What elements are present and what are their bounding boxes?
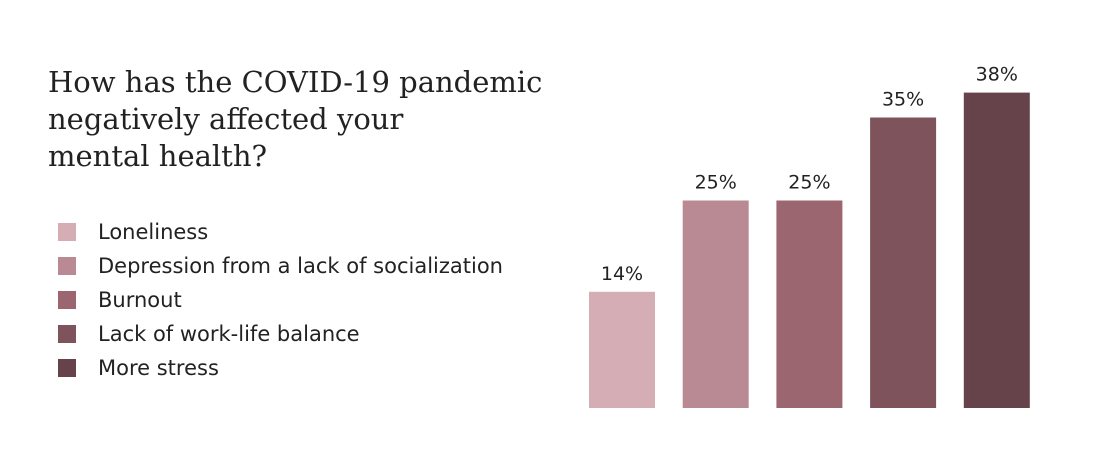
legend-swatch-loneliness <box>58 223 76 241</box>
bar-value-label-depression: 25% <box>695 172 737 194</box>
legend-swatch-burnout <box>58 291 76 309</box>
bar-more-stress <box>963 92 1030 408</box>
legend-label-more-stress: More stress <box>98 356 219 380</box>
legend-swatch-depression <box>58 257 76 275</box>
bar-work-life-balance <box>870 117 937 408</box>
legend-swatch-more-stress <box>58 359 76 377</box>
bar-burnout <box>776 200 843 408</box>
legend-label-work-life-balance: Lack of work-life balance <box>98 322 360 346</box>
bar-value-label-more-stress: 38% <box>976 64 1018 86</box>
legend-item-depression: Depression from a lack of socialization <box>58 249 503 283</box>
chart-legend: Loneliness Depression from a lack of soc… <box>58 215 503 385</box>
legend-label-depression: Depression from a lack of socialization <box>98 254 503 278</box>
legend-item-burnout: Burnout <box>58 283 503 317</box>
chart-title-line-2: negatively affected your <box>48 102 404 136</box>
legend-label-burnout: Burnout <box>98 288 182 312</box>
legend-item-loneliness: Loneliness <box>58 215 503 249</box>
legend-swatch-work-life-balance <box>58 325 76 343</box>
bar-loneliness <box>589 291 655 408</box>
legend-item-more-stress: More stress <box>58 351 503 385</box>
legend-item-work-life-balance: Lack of work-life balance <box>58 317 503 351</box>
bar-depression <box>682 200 749 408</box>
bar-value-label-burnout: 25% <box>788 172 830 194</box>
chart-title-line-1: How has the COVID-19 pandemic <box>48 65 543 99</box>
bar-value-label-loneliness: 14% <box>601 263 643 285</box>
bar-value-label-work-life-balance: 35% <box>882 89 924 111</box>
legend-label-loneliness: Loneliness <box>98 220 209 244</box>
chart-title-line-3: mental health? <box>48 139 268 173</box>
chart-title: How has the COVID-19 pandemic negatively… <box>48 64 548 175</box>
